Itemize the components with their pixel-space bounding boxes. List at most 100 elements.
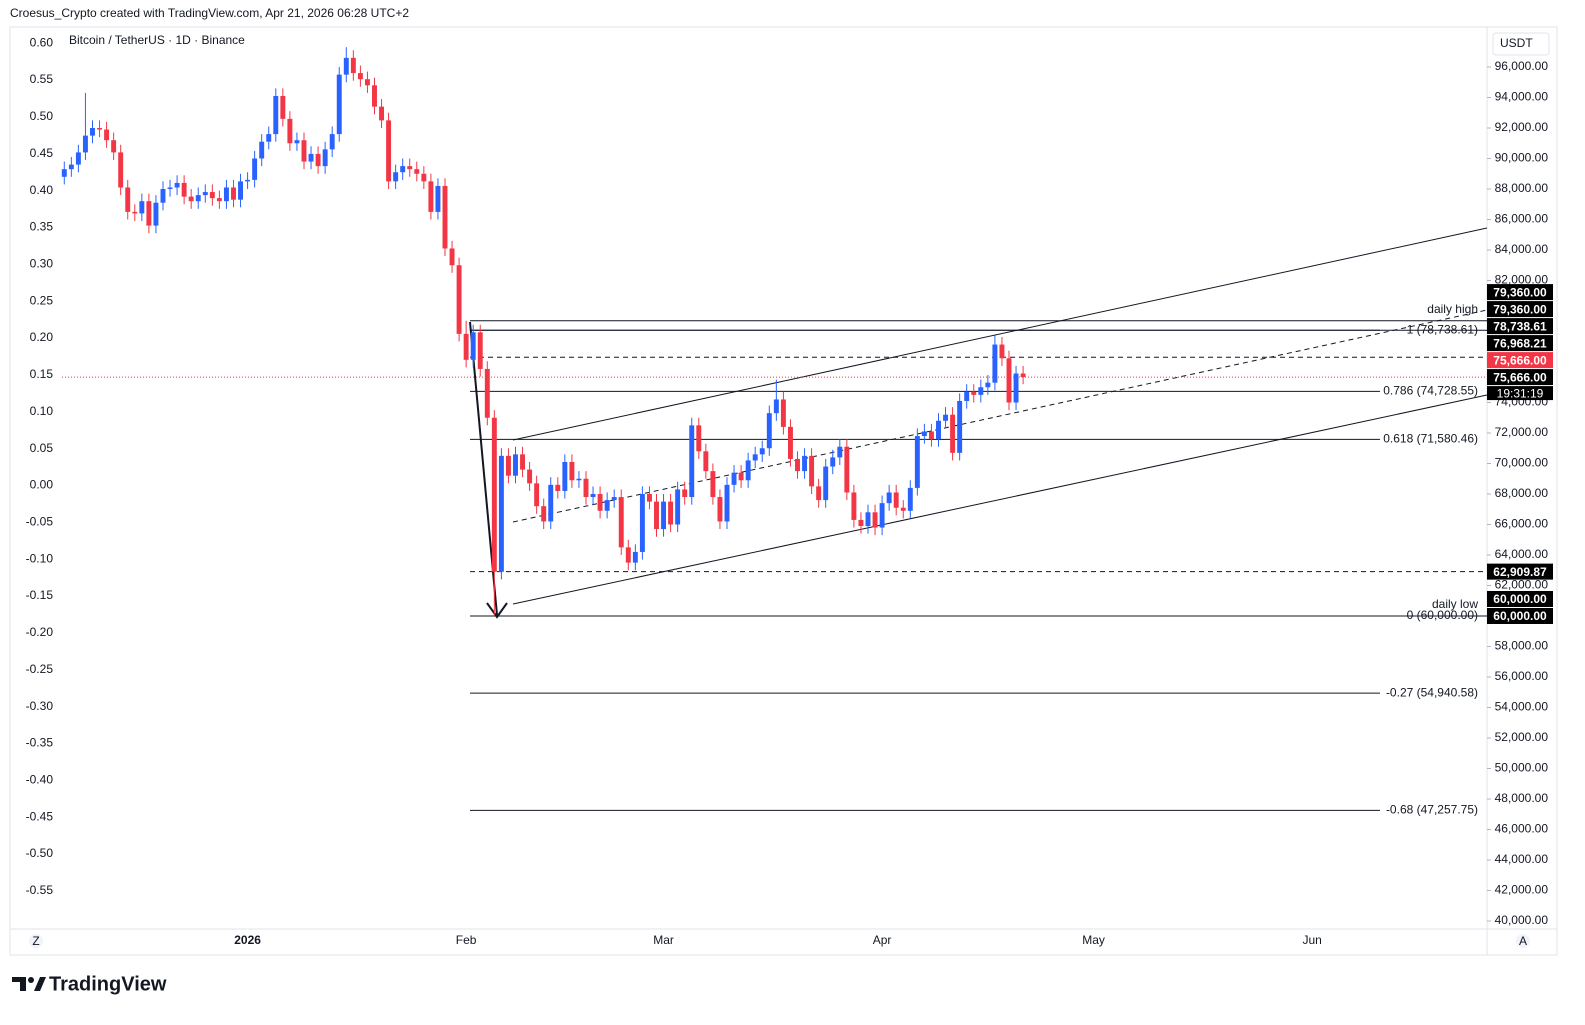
y2-tick-label: 0.50 (30, 109, 54, 123)
price-tag (1487, 607, 1553, 624)
candle-body (816, 486, 822, 501)
candle-body (118, 152, 124, 188)
candle-body (597, 493, 603, 511)
candle-body (936, 420, 941, 440)
candle-body (400, 166, 406, 173)
candle-body (837, 446, 843, 458)
y-tick-label: 42,000.00 (1495, 883, 1549, 897)
price-tag-label: 60,000.00 (1493, 592, 1547, 606)
price-tag (1487, 352, 1553, 369)
countdown: 19:31:19 (1497, 386, 1544, 400)
candle-body (463, 333, 469, 360)
price-tag-label: 79,360.00 (1493, 285, 1547, 299)
price-tag-label: 78,738.61 (1493, 319, 1547, 333)
candle-body (541, 506, 547, 522)
logo-shape (12, 977, 26, 991)
candle-body (513, 454, 518, 476)
candle-body (259, 141, 265, 159)
candle-body (943, 414, 949, 421)
candle-body (745, 460, 751, 481)
candle-body (971, 391, 977, 395)
candle-body (308, 153, 314, 162)
button-a[interactable]: A (1519, 934, 1527, 948)
y-tick-label: 70,000.00 (1495, 456, 1549, 470)
candle-body (477, 332, 483, 369)
y-tick-label: 66,000.00 (1495, 517, 1549, 531)
x-tick-label: Jun (1302, 933, 1321, 947)
y2-tick-label: -0.10 (26, 551, 54, 565)
candle-body (449, 248, 455, 266)
candle-body (357, 73, 363, 80)
y-tick-label: 50,000.00 (1495, 761, 1549, 775)
y-tick-label: 44,000.00 (1495, 852, 1549, 866)
y-tick-label: 82,000.00 (1495, 273, 1549, 287)
candle-body (682, 489, 688, 498)
fib-label: 0.786 (74,728.55) (1383, 384, 1478, 398)
candle-body (957, 400, 963, 453)
candle-body (773, 399, 779, 414)
candle-body (61, 169, 67, 177)
candle-body (527, 469, 533, 484)
y2-tick-label: 0.05 (30, 441, 54, 455)
candle-body (689, 425, 695, 498)
candle-body (548, 484, 554, 522)
candle-body (435, 185, 441, 212)
candle-body (1013, 373, 1019, 403)
button-z[interactable]: Z (32, 934, 39, 948)
fib-label: 0 (60,000.00) (1407, 608, 1478, 622)
button-circle[interactable] (1516, 934, 1530, 948)
candle-body (738, 472, 744, 481)
candle-body (844, 446, 850, 493)
candle-body (921, 431, 927, 437)
candle-body (710, 471, 716, 498)
candle-body (787, 426, 793, 459)
y2-tick-label: -0.15 (26, 588, 54, 602)
y-tick-label: 54,000.00 (1495, 700, 1549, 714)
button-circle[interactable] (29, 934, 43, 948)
candle-body (202, 192, 208, 196)
arrow-head (486, 602, 508, 619)
candle-body (153, 202, 159, 226)
candle-body (703, 451, 709, 472)
candle-body (223, 187, 229, 202)
y-tick-label: 52,000.00 (1495, 730, 1549, 744)
price-tag (1487, 563, 1553, 580)
candle-body (379, 106, 385, 121)
candle-body (520, 454, 526, 470)
price-tag-label: 79,360.00 (1493, 302, 1547, 316)
y-tick-label: 90,000.00 (1495, 151, 1549, 165)
channel-lower (512, 394, 1488, 605)
y2-tick-label: 0.15 (30, 367, 54, 381)
y-tick-label: 48,000.00 (1495, 791, 1549, 805)
candle-body (75, 152, 81, 165)
candle-body (618, 497, 624, 548)
y-tick-label: 40,000.00 (1495, 913, 1549, 927)
candle-body (646, 493, 652, 502)
candle-body (301, 140, 307, 162)
price-tag (1487, 284, 1553, 301)
candle-body (350, 57, 356, 74)
candle-body (872, 512, 878, 528)
candle-body (928, 431, 934, 440)
annotation: daily low (1432, 597, 1478, 611)
y2-tick-label: 0.00 (30, 478, 54, 492)
candle-body (865, 512, 871, 527)
y2-tick-label: 0.60 (30, 35, 54, 49)
candle-body (329, 134, 335, 150)
candle-body (343, 57, 349, 75)
y2-tick-label: -0.40 (26, 772, 54, 786)
y2-tick-label: 0.55 (30, 72, 54, 86)
candle-body (280, 95, 286, 119)
candle-body (654, 501, 659, 530)
candle-body (886, 492, 892, 504)
candle-body (562, 461, 568, 491)
candle-body (759, 448, 765, 455)
y-tick-label: 92,000.00 (1495, 120, 1549, 134)
candle-body (238, 181, 244, 200)
currency-button[interactable] (1492, 32, 1550, 56)
price-tag-label: 75,666.00 (1493, 353, 1547, 367)
candle-body (900, 507, 906, 511)
y-tick-label: 86,000.00 (1495, 212, 1549, 226)
candle-body (231, 187, 236, 200)
